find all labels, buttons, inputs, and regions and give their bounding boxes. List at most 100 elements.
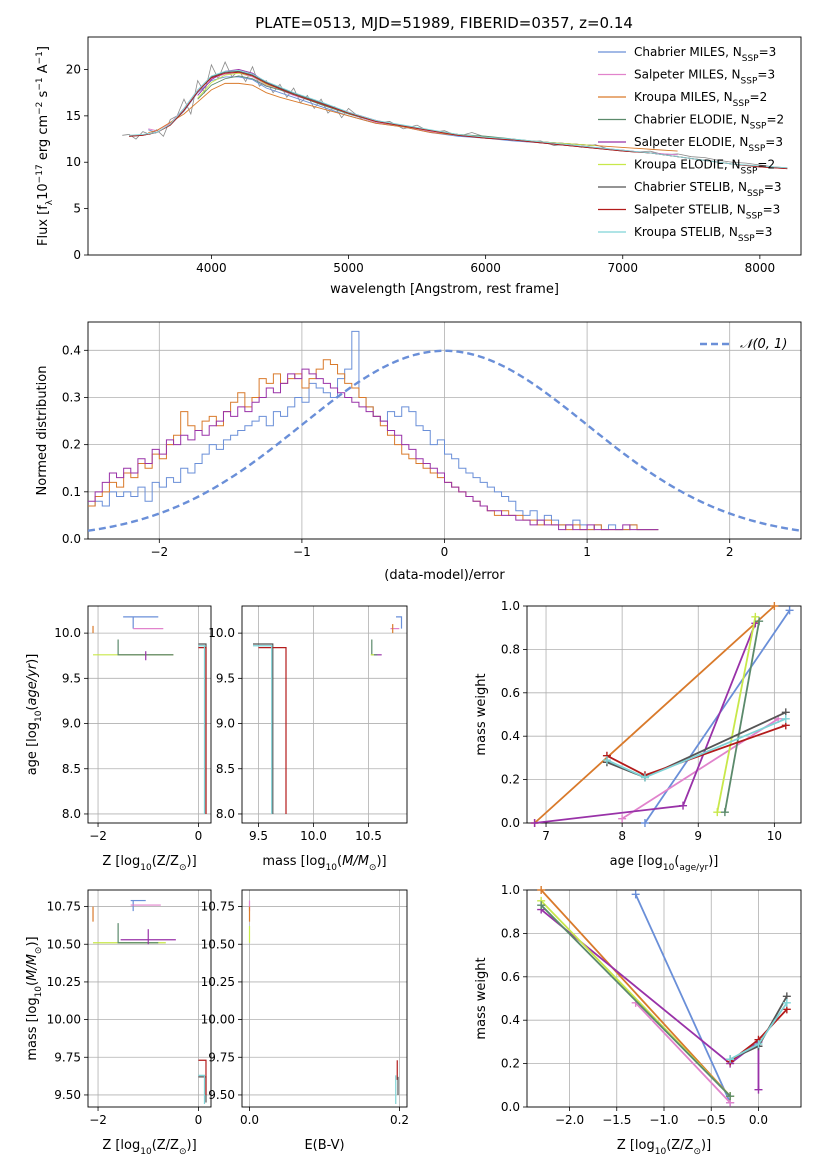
- y-axis-label: Flux [fλ10−17 erg cm−2 s−1 A−1]: [35, 46, 55, 246]
- weight-line: [716, 616, 757, 813]
- step-line: [253, 645, 273, 814]
- y-tick-label: 10.75: [201, 900, 235, 914]
- y-tick-label: 10.00: [201, 1013, 235, 1027]
- weight-line: [724, 621, 761, 813]
- weight-line: [540, 889, 731, 1097]
- y-tick-label: 0.6: [501, 686, 520, 700]
- weight-line: [644, 609, 791, 824]
- weight-marker: [770, 602, 779, 610]
- weight-line: [634, 893, 731, 1104]
- x-tick-label: −1: [293, 545, 311, 559]
- weight-marker: [781, 714, 790, 723]
- y-tick-label: 10.75: [47, 900, 81, 914]
- x-axis-label: mass [log10(M/M⊙)]: [262, 854, 386, 873]
- legend-entry: Kroupa ELODIE, NSSP=2: [634, 158, 775, 177]
- x-tick-label: −1.5: [602, 1113, 631, 1127]
- y-tick-label: 0.0: [501, 1100, 520, 1114]
- residuals-panel: −2 −1 0 1 2 0.0 0.1 0.2 0.3 0.4 𝒩(0, 1) (data-model…: [35, 321, 802, 583]
- step-line: [396, 616, 403, 629]
- axes-frame: [87, 605, 212, 824]
- model-spectrum-line: [129, 69, 788, 169]
- x-tick-label: 0.2: [390, 1113, 409, 1127]
- y-tick-label: 0.4: [501, 729, 520, 743]
- y-tick-label: 10.0: [54, 626, 81, 640]
- weight-marker: [530, 819, 539, 827]
- step-line: [198, 645, 206, 814]
- x-tick-label: −2: [150, 545, 168, 559]
- x-tick-label: −0.5: [697, 1113, 726, 1127]
- weight-marker: [713, 808, 722, 817]
- x-tick-label: 2: [726, 545, 734, 559]
- weight-line: [540, 904, 731, 1097]
- y-tick-label: 1.0: [501, 883, 520, 897]
- x-tick-label: 10.0: [300, 829, 327, 843]
- weight-marker: [782, 998, 791, 1007]
- x-tick-label: 5000: [333, 261, 364, 275]
- y-tick-label: 8.0: [62, 807, 81, 821]
- weight-marker: [679, 801, 688, 810]
- residual-histogram: [88, 368, 659, 531]
- figure-title: PLATE=0513, MJD=51989, FIBERID=0357, z=0…: [255, 14, 633, 32]
- x-axis-label: Z [log10(Z/Z⊙)]: [617, 1138, 711, 1157]
- y-axis-label: mass weight: [474, 957, 489, 1039]
- x-tick-label: 7000: [607, 261, 638, 275]
- y-tick-label: 15: [66, 109, 81, 123]
- x-tick-label: −2: [89, 829, 107, 843]
- y-tick-label: 0.1: [62, 485, 81, 499]
- x-tick-label: 0: [441, 545, 449, 559]
- y-tick-label: 10.50: [47, 937, 81, 951]
- x-tick-label: −1.0: [649, 1113, 678, 1127]
- y-tick-label: 9.5: [62, 671, 81, 685]
- x-tick-label: 6000: [470, 261, 501, 275]
- step-line: [117, 639, 174, 656]
- y-tick-label: 20: [66, 62, 81, 76]
- weight-vs-Z-panel: −2.0 −1.5 −1.0 −0.5 0.0 0.0 0.2 0.4 0.6 0.8 1.0 Z […: [474, 883, 802, 1157]
- x-tick-label: 1: [583, 545, 591, 559]
- y-tick-label: 10.50: [201, 937, 235, 951]
- weight-marker: [640, 819, 649, 827]
- y-tick-label: 9.75: [54, 1050, 81, 1064]
- x-axis-label: age [log10(age/yr)]: [610, 854, 719, 873]
- age-vs-Z-panel: −2 0 8.0 8.5 9.0 9.5 10.0 Z [log10(Z/Z⊙)] age [l…: [25, 605, 212, 873]
- y-axis-label: age [log10(age/yr)]: [25, 654, 44, 776]
- y-tick-label: 0.2: [501, 1057, 520, 1071]
- y-tick-label: 0.4: [62, 343, 81, 357]
- x-tick-label: 8000: [745, 261, 776, 275]
- axes-frame: [526, 605, 802, 824]
- step-line: [198, 1074, 206, 1104]
- y-tick-label: 10.25: [47, 975, 81, 989]
- y-tick-label: 0.6: [501, 970, 520, 984]
- mass-vs-EBV-panel: 0.0 0.2 9.50 9.75 10.00 10.25 10.50 10.75 E(B-V): [201, 889, 409, 1153]
- weight-marker: [726, 1092, 735, 1101]
- y-tick-label: 0.0: [62, 532, 81, 546]
- step-line: [198, 1059, 207, 1095]
- y-tick-label: 0.4: [501, 1013, 520, 1027]
- x-tick-label: −2: [89, 1113, 107, 1127]
- y-axis-label: mass [log10(M/M⊙)]: [25, 936, 44, 1060]
- y-tick-label: 9.0: [216, 717, 235, 731]
- x-axis-label: Z [log10(Z/Z⊙)]: [102, 1138, 196, 1157]
- spectrum-panel: 4000 5000 6000 7000 8000 0 5 10 15 20 wavelength […: [35, 36, 802, 297]
- weight-marker: [631, 890, 640, 899]
- weight-marker: [537, 886, 546, 894]
- y-tick-label: 10.00: [47, 1013, 81, 1027]
- x-tick-label: 0.0: [240, 1113, 259, 1127]
- legend-entry: 𝒩(0, 1): [740, 337, 787, 352]
- weight-marker: [755, 617, 764, 626]
- x-tick-label: −2.0: [555, 1113, 584, 1127]
- x-tick-label: 0: [195, 829, 203, 843]
- y-tick-label: 9.0: [62, 717, 81, 731]
- weight-marker: [785, 606, 794, 615]
- step-line: [117, 923, 159, 944]
- y-tick-label: 0.8: [501, 642, 520, 656]
- step-line: [198, 646, 207, 814]
- weight-marker: [720, 808, 729, 817]
- x-tick-label: 10.5: [355, 829, 382, 843]
- axes-frame: [87, 36, 802, 256]
- x-tick-label: 9.5: [249, 829, 268, 843]
- legend-entry: Chabrier STELIB, NSSP=3: [634, 180, 782, 199]
- weight-marker: [618, 814, 627, 823]
- legend-entry: Kroupa STELIB, NSSP=3: [634, 225, 772, 244]
- legend-entry: Chabrier MILES, NSSP=3: [634, 45, 776, 64]
- weight-line: [635, 1002, 731, 1104]
